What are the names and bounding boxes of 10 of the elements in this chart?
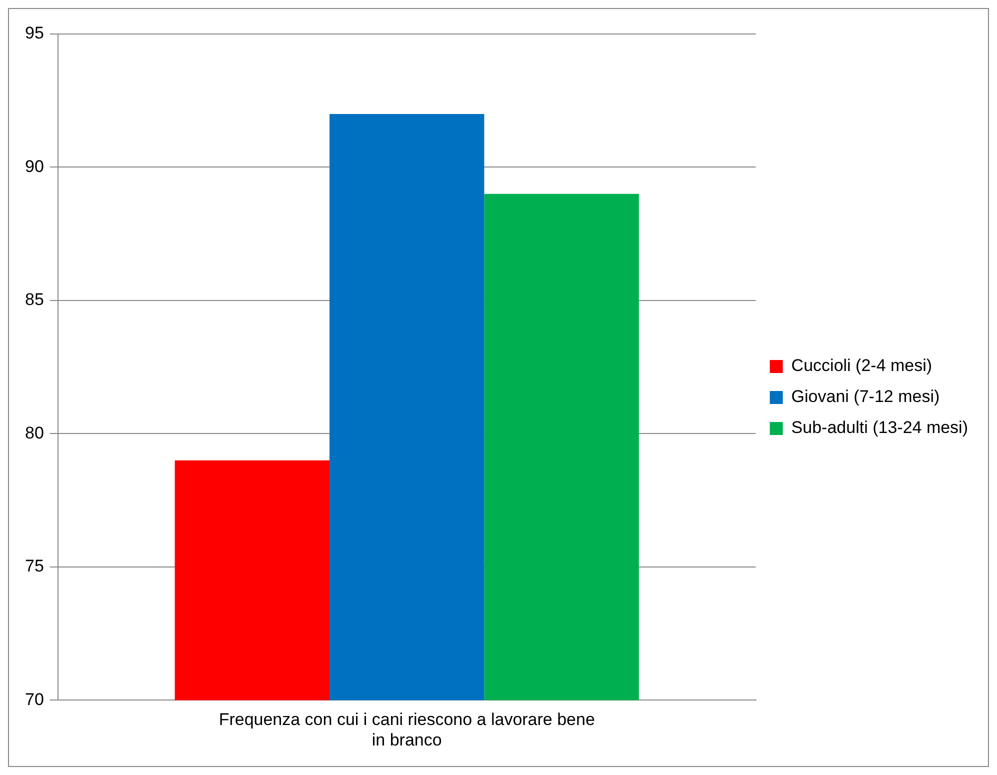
y-tick-label: 95 (24, 24, 44, 43)
y-tick-label: 75 (24, 556, 44, 576)
y-tick-label: 70 (24, 690, 44, 709)
legend-label: Sub-adulti (13-24 mesi) (791, 418, 968, 438)
legend-label: Giovani (7-12 mesi) (791, 387, 940, 406)
legend-label: Cuccioli (2-4 mesi) (791, 356, 932, 376)
y-tick-label: 90 (24, 156, 44, 176)
y-tick-label: 85 (24, 290, 44, 310)
y-tick-label: 80 (24, 423, 44, 442)
x-tick-label: Frequenza con cui i cani riescono a lavorare bene in branco (218, 710, 595, 750)
